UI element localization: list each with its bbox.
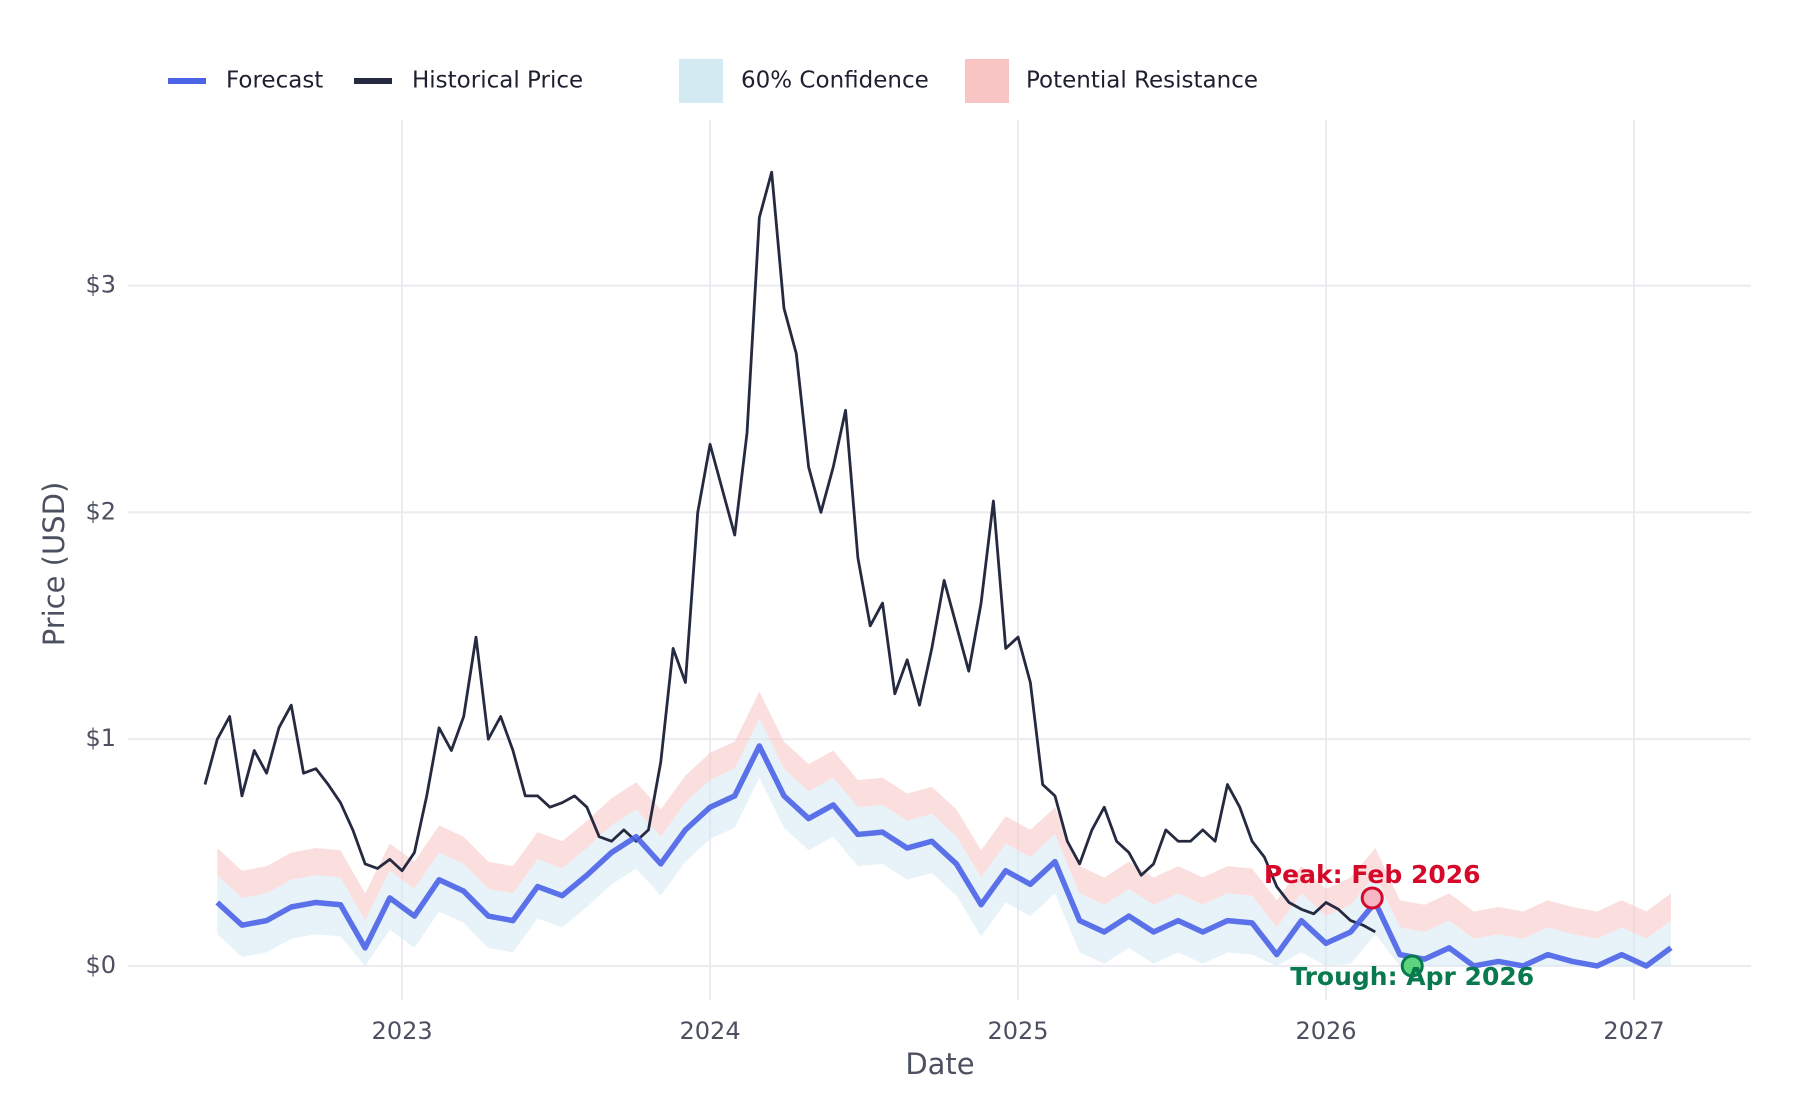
band-area bbox=[217, 718, 1671, 966]
legend-label: Forecast bbox=[226, 68, 323, 94]
legend-label: Historical Price bbox=[412, 68, 583, 94]
legend-swatch bbox=[679, 59, 723, 103]
band-area bbox=[217, 691, 1671, 939]
y-axis-title: Price (USD) bbox=[37, 482, 71, 647]
annotation-label: Trough: Apr 2026 bbox=[1290, 962, 1534, 991]
annotation-label: Peak: Feb 2026 bbox=[1264, 860, 1481, 889]
x-axis-title: Date bbox=[905, 1047, 974, 1081]
x-tick-label: 2024 bbox=[680, 1017, 741, 1045]
x-tick-label: 2023 bbox=[372, 1017, 433, 1045]
x-tick-label: 2025 bbox=[987, 1017, 1048, 1045]
y-tick-label: $0 bbox=[85, 951, 116, 979]
annotation-marker bbox=[1360, 886, 1384, 910]
legend-label: 60% Confidence bbox=[741, 68, 929, 94]
legend-swatch bbox=[965, 59, 1009, 103]
y-tick-label: $1 bbox=[85, 724, 116, 752]
x-tick-label: 2027 bbox=[1603, 1017, 1664, 1045]
x-tick-label: 2026 bbox=[1295, 1017, 1356, 1045]
y-tick-label: $3 bbox=[85, 271, 116, 299]
legend-label: Potential Resistance bbox=[1026, 68, 1258, 94]
line-series bbox=[203, 170, 1376, 934]
y-tick-label: $2 bbox=[85, 497, 116, 525]
line-series bbox=[215, 743, 1673, 969]
annotation-marker bbox=[1400, 954, 1424, 978]
